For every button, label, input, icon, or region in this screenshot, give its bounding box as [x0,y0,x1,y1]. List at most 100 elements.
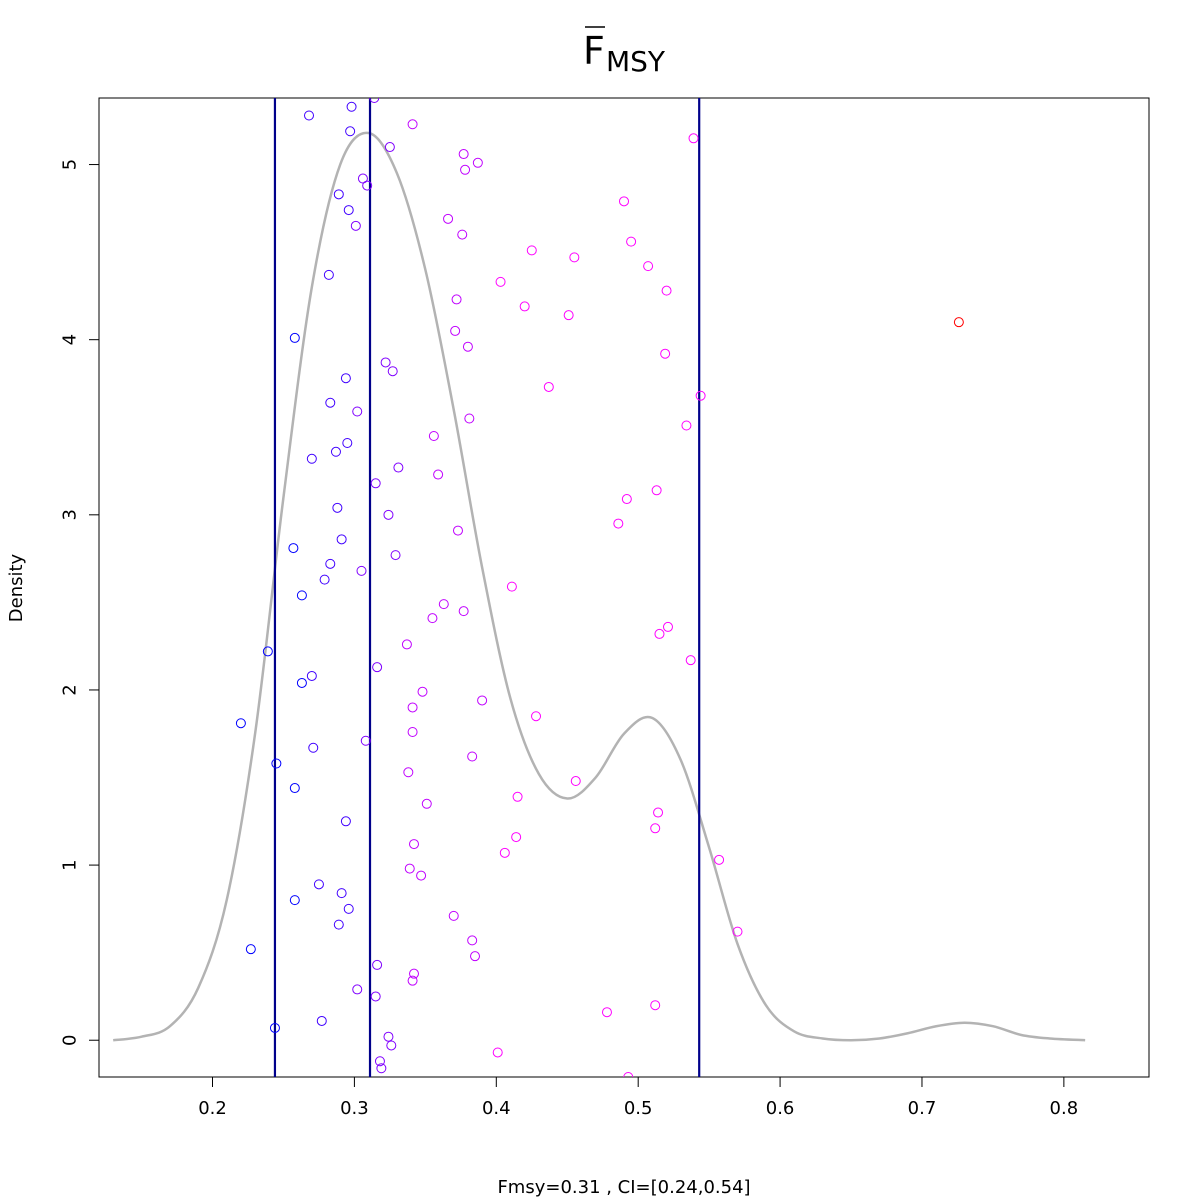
scatter-point [333,919,344,930]
y-tick-label: 2 [60,684,81,695]
y-tick-label: 3 [60,509,81,520]
scatter-point [306,670,317,681]
scatter-point [495,276,506,287]
scatter-point [613,518,624,529]
scatter-point [369,98,380,103]
scatter-point [654,628,665,639]
scatter-point [953,317,964,328]
scatter-point [401,639,412,650]
scatter-point [340,373,351,384]
scatter-point [352,406,363,417]
scatter-point [714,854,725,865]
scatter-point [370,991,381,1002]
scatter-point [409,839,419,850]
scatter-point [492,1047,503,1058]
scatter-point [661,285,672,296]
scatter-point [417,686,428,697]
scatter-point [370,478,381,489]
scatter-point [451,294,462,305]
scatter-point [404,863,415,874]
scatter-point [356,565,367,576]
scatter-point [443,213,454,224]
scatter-point [457,229,468,240]
scatter-point [695,390,706,401]
scatter-point [421,798,432,809]
scatter-point [626,236,637,247]
scatter-point [407,702,418,713]
scatter-point [383,509,394,520]
scatter-point [345,126,356,137]
scatter-point [458,606,469,617]
scatter-point [623,1072,634,1077]
scatter-point [526,245,537,256]
ci-lines-layer [273,98,701,1077]
scatter-point [569,252,580,263]
scatter-point [531,711,542,722]
scatter-point [681,420,692,431]
scatter-point [452,525,463,536]
scatter-point [543,381,554,392]
scatter-point [380,357,391,368]
scatter-point [384,142,395,153]
scatter-point [333,189,344,200]
scatter-point [601,1007,612,1018]
scatter-point [316,1015,327,1026]
scatter-point [570,776,581,787]
scatter-point [650,1000,661,1011]
scatter-point [376,1063,387,1074]
scatter-point [288,543,299,554]
scatter-point [511,832,522,843]
scatter-point [343,205,354,216]
x-tick-label: 0.8 [1050,1098,1079,1119]
x-tick-label: 0.7 [908,1098,937,1119]
scatter-points-layer [235,98,964,1077]
scatter-point [325,397,336,408]
scatter-point [304,110,314,121]
scatter-point [458,149,469,160]
scatter-point [472,157,483,168]
scatter-point [650,823,661,834]
scatter-point [390,550,401,561]
scatter-point [235,718,246,729]
scatter-point [319,574,330,585]
scatter-point [499,847,510,858]
scatter-point [433,469,444,480]
scatter-point [387,366,398,377]
scatter-point [462,341,473,352]
scatter-point [467,935,478,946]
x-axis-title: Fmsy=0.31 , CI=[0.24,0.54] [497,1177,750,1198]
title-subscript: MSY [606,45,666,78]
scatter-point [342,438,353,449]
scatter-point [340,816,351,827]
scatter-point [621,494,632,505]
scatter-point [383,1031,394,1042]
scatter-point [464,413,475,424]
x-tick-label: 0.6 [766,1098,795,1119]
scatter-point [336,888,347,899]
scatter-point [653,807,664,818]
scatter-point [519,301,530,312]
scatter-point [343,903,354,914]
scatter-point [477,695,488,706]
scatter-point [372,662,383,673]
scatter-point [450,325,461,336]
scatter-point [448,910,459,921]
density-curve [113,131,1086,1042]
scatter-point [360,735,371,746]
scatter-point [262,646,273,657]
scatter-point [403,767,414,778]
scatter-point [506,581,517,592]
y-tick-label: 4 [60,334,81,345]
density-curve-layer [113,131,1086,1042]
scatter-point [271,758,282,769]
scatter-point [688,133,699,144]
scatter-point [374,1056,385,1067]
scatter-point [409,968,419,979]
scatter-point [296,590,307,601]
scatter-point [470,951,481,962]
scatter-point [460,164,471,175]
scatter-point [269,1022,280,1033]
x-tick-label: 0.2 [198,1098,227,1119]
scatter-point [289,895,300,906]
